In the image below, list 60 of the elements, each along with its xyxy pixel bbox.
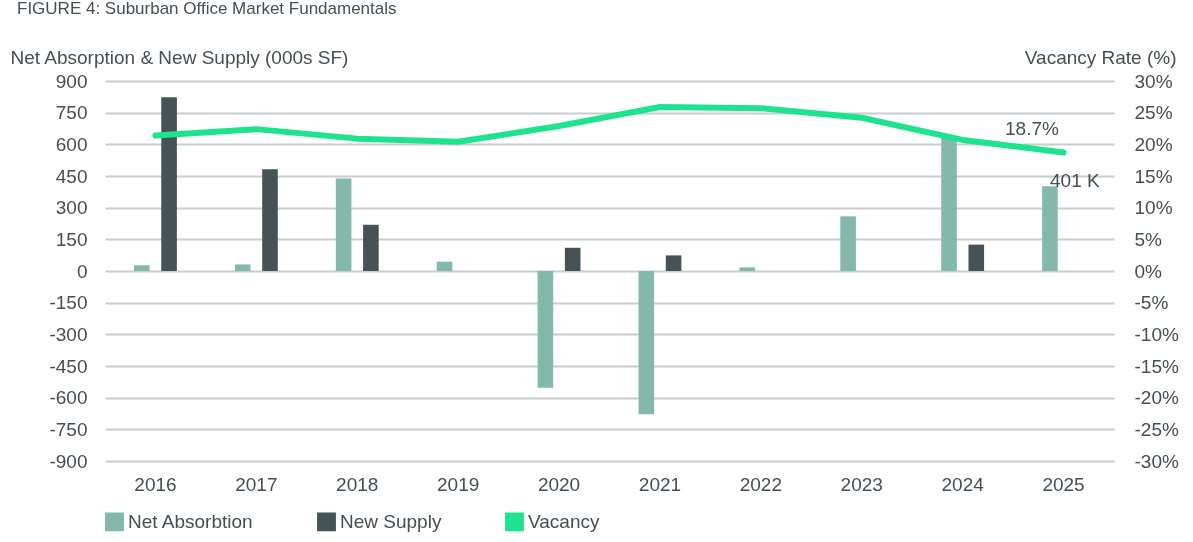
y2-axis-title: Vacancy Rate (%) — [1024, 46, 1177, 68]
x-tick-label: 2020 — [537, 473, 581, 495]
y2-tick-label: -10% — [1134, 323, 1179, 345]
y2-tick-label: -30% — [1134, 450, 1179, 472]
y2-tick-label: 25% — [1134, 102, 1173, 124]
bar — [234, 264, 251, 271]
x-tick-label: 2021 — [638, 473, 682, 495]
y2-tick-label: 0% — [1134, 260, 1163, 282]
y-tick-label: 450 — [55, 165, 88, 187]
x-tick-label: 2016 — [134, 473, 177, 495]
y-tick-label: -750 — [49, 418, 88, 440]
y2-tick-label: 20% — [1134, 133, 1173, 155]
y-tick-label: -450 — [49, 355, 88, 377]
y2-tick-label: -5% — [1134, 292, 1169, 314]
bar — [840, 216, 856, 271]
bar — [638, 271, 655, 415]
y2-tick-label: 5% — [1134, 228, 1163, 250]
y-tick-label: -300 — [49, 323, 88, 345]
y2-tick-label: -20% — [1134, 387, 1179, 409]
y-axis-title: Net Absorption & New Supply (000s SF) — [10, 46, 349, 68]
bar — [537, 271, 554, 388]
annotation: 401 K — [1050, 170, 1100, 191]
bar — [968, 244, 985, 271]
legend-label: New Supply — [340, 510, 442, 532]
x-tick-label: 2024 — [941, 473, 985, 495]
bar — [363, 224, 379, 271]
bar — [739, 267, 756, 271]
x-tick-label: 2017 — [235, 473, 278, 495]
y-tick-label: 0 — [76, 260, 88, 282]
y-tick-label: 750 — [55, 102, 88, 124]
bar — [436, 261, 453, 271]
x-tick-label: 2025 — [1042, 473, 1085, 495]
x-tick-label: 2023 — [840, 473, 883, 495]
y-tick-label: -600 — [49, 387, 88, 409]
x-tick-label: 2019 — [437, 473, 480, 495]
annotation: 18.7% — [1005, 118, 1059, 139]
bar — [134, 265, 150, 271]
y-tick-label: 600 — [55, 133, 88, 155]
y2-tick-label: 15% — [1134, 165, 1173, 187]
bar — [564, 247, 581, 271]
y2-tick-label: 30% — [1134, 70, 1173, 92]
legend-label: Vacancy — [528, 510, 600, 532]
bar — [262, 169, 278, 271]
bar — [665, 255, 682, 271]
chart-title: FIGURE 4: Suburban Office Market Fundamentals — [17, 0, 397, 18]
x-tick-label: 2022 — [739, 473, 782, 495]
legend-label: Net Absorbtion — [128, 510, 253, 532]
y2-tick-label: 10% — [1134, 197, 1173, 219]
y-tick-label: 150 — [55, 228, 88, 250]
y2-tick-label: -25% — [1134, 418, 1179, 440]
bar — [335, 178, 352, 271]
x-tick-label: 2018 — [336, 473, 379, 495]
bar — [1042, 186, 1058, 271]
y2-tick-label: -15% — [1134, 355, 1179, 377]
bar — [941, 136, 957, 271]
y-tick-label: 900 — [55, 70, 88, 92]
y-tick-label: 300 — [55, 197, 88, 219]
y-tick-label: -900 — [49, 450, 88, 472]
y-tick-label: -150 — [49, 292, 88, 314]
bar — [161, 97, 177, 271]
